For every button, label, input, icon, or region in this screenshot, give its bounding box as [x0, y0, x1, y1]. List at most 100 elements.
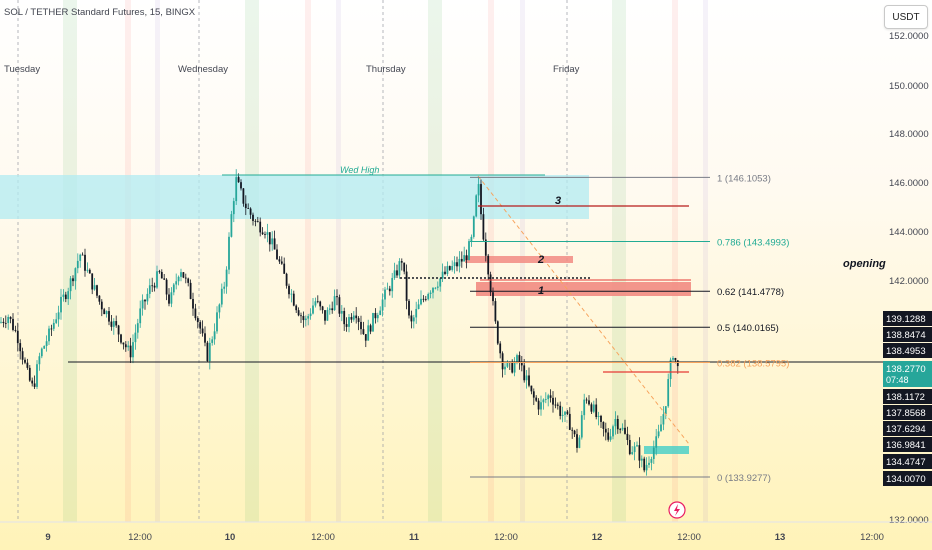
candle [273, 230, 276, 250]
candle [348, 314, 350, 333]
candle-body [309, 313, 312, 317]
candle [225, 266, 228, 294]
candle-body [624, 427, 626, 434]
candle [9, 316, 12, 324]
candle [621, 423, 624, 431]
candle-body [364, 334, 367, 341]
candle-body [204, 333, 206, 343]
candle-body [261, 232, 264, 235]
candle-body [463, 255, 466, 262]
candle-body [165, 279, 168, 295]
day-label: Tuesday [4, 64, 40, 75]
candle [297, 307, 300, 317]
candle-body [127, 345, 130, 348]
candle [57, 305, 60, 327]
candle [2, 318, 5, 328]
candle [408, 299, 410, 319]
candle-body [638, 445, 641, 461]
candle [266, 223, 269, 243]
time-axis: 9 12:00 10 12:00 11 12:00 12 12:00 13 12:00 [0, 501, 932, 543]
candle [160, 269, 163, 279]
candle [331, 301, 334, 314]
candle [105, 310, 108, 318]
session-band [305, 0, 311, 522]
candle-body [417, 304, 420, 309]
candle-body [122, 342, 125, 345]
price-tag-bg [883, 361, 932, 387]
candle-body [403, 262, 406, 272]
candle [417, 299, 420, 310]
candle [264, 231, 266, 239]
candle-body [105, 311, 108, 315]
candle [31, 377, 34, 387]
candle [662, 406, 665, 431]
candle [559, 401, 562, 420]
candle [182, 271, 185, 279]
mark-label-2: 2 [537, 254, 544, 266]
candle-body [72, 278, 74, 282]
candle [328, 304, 331, 315]
candle [28, 365, 31, 382]
candle-body [237, 177, 240, 183]
lightning-icon-glyph [674, 504, 680, 516]
candle-body [628, 440, 631, 455]
candle [475, 194, 478, 218]
candle [74, 267, 77, 290]
candle [88, 268, 91, 274]
candle [573, 429, 576, 437]
candle [636, 441, 638, 447]
candle-body [477, 184, 480, 196]
candle [55, 312, 58, 325]
lines-layer [68, 174, 932, 478]
mark-label-3: 3 [555, 195, 561, 207]
candle-body [482, 214, 485, 240]
candle [631, 446, 634, 456]
candle-body [268, 232, 271, 245]
candle [362, 321, 365, 335]
candle-body [480, 184, 482, 215]
candle-body [225, 269, 228, 287]
candle [616, 415, 619, 434]
candle [504, 363, 506, 375]
candle [220, 283, 223, 308]
candle-body [396, 270, 398, 276]
candle [556, 402, 559, 410]
candle [127, 341, 130, 351]
candle [432, 287, 434, 299]
candle-body [115, 321, 118, 326]
candle-body [405, 271, 408, 301]
candle [278, 256, 281, 265]
candle-body [578, 437, 581, 448]
teal-zone [644, 446, 689, 454]
candle-body [580, 415, 583, 438]
candle-body [592, 404, 595, 412]
candle-body [576, 434, 578, 448]
candle-body [134, 332, 137, 343]
candle-body [12, 318, 14, 330]
candle [525, 369, 528, 389]
candle-body [456, 262, 458, 267]
candle [96, 284, 98, 299]
candle [256, 216, 259, 223]
candle-body [552, 397, 554, 405]
candle-body [194, 308, 197, 319]
candle-body [160, 271, 163, 279]
candle-body [520, 362, 523, 366]
candle-body [117, 325, 120, 335]
fib-label-0: 0 (133.9277) [717, 473, 771, 484]
price-tag-value: 138.8474 [886, 330, 926, 341]
candle-body [69, 278, 72, 292]
candle-body [674, 358, 677, 361]
candle-body [112, 321, 115, 327]
candle [595, 398, 598, 420]
candle [376, 312, 379, 323]
currency-button[interactable]: USDT [884, 5, 928, 29]
candle-body [288, 285, 290, 295]
candle-body [672, 358, 674, 360]
x-tick-label: 13 [775, 532, 786, 543]
candle [492, 287, 494, 306]
candle [196, 316, 199, 329]
candle [252, 212, 254, 226]
candle-body [470, 236, 473, 242]
